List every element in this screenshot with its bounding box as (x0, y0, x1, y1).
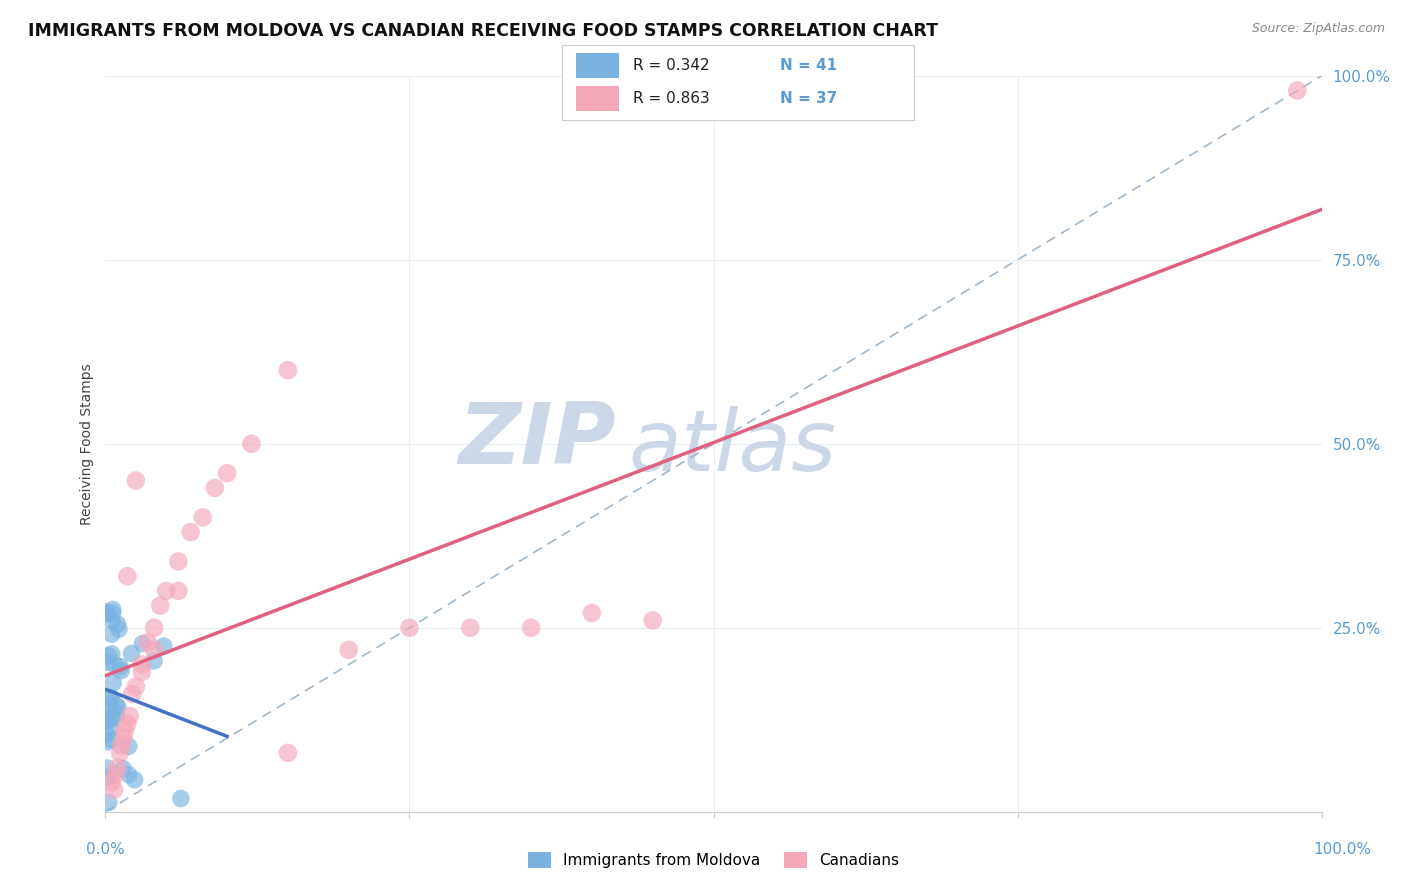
Point (101, 712, 124, 726)
Point (581, 606, 603, 620)
Point (96, 761, 118, 775)
Point (337, 642, 360, 657)
Point (101, 602, 124, 616)
Text: IMMIGRANTS FROM MOLDOVA VS CANADIAN RECEIVING FOOD STAMPS CORRELATION CHART: IMMIGRANTS FROM MOLDOVA VS CANADIAN RECE… (28, 22, 938, 40)
Point (458, 621, 481, 635)
Point (104, 768, 127, 782)
Point (217, 466, 239, 480)
Point (153, 639, 176, 653)
Point (100, 775, 122, 789)
Point (101, 732, 124, 747)
Point (97, 655, 120, 669)
Point (105, 707, 128, 722)
Point (125, 680, 148, 694)
Point (1286, 83, 1309, 97)
Point (131, 665, 153, 679)
Point (118, 739, 141, 754)
Point (143, 621, 166, 635)
Point (121, 647, 143, 661)
Point (143, 642, 166, 657)
Point (121, 687, 143, 701)
Point (101, 710, 124, 724)
Point (98, 698, 121, 713)
Point (520, 621, 543, 635)
Point (97, 648, 120, 663)
Point (118, 709, 141, 723)
Point (112, 762, 135, 776)
Point (108, 659, 131, 673)
Point (112, 731, 135, 746)
Bar (576, 87, 619, 112)
Point (100, 627, 122, 641)
Point (110, 739, 132, 753)
Point (105, 698, 128, 713)
Point (125, 474, 148, 488)
Point (108, 622, 131, 636)
Point (136, 635, 159, 649)
Point (96, 726, 118, 740)
Point (107, 700, 129, 714)
Point (97, 796, 120, 810)
Point (398, 621, 420, 635)
Point (641, 614, 664, 628)
Text: 100.0%: 100.0% (1313, 842, 1372, 856)
Bar (576, 53, 619, 78)
Point (97, 735, 120, 749)
Point (101, 606, 124, 620)
Point (124, 772, 146, 787)
Point (100, 690, 122, 705)
Text: R = 0.342: R = 0.342 (633, 58, 709, 73)
Text: R = 0.863: R = 0.863 (633, 91, 710, 106)
Point (167, 584, 190, 599)
Point (98, 691, 121, 706)
Point (96, 607, 118, 621)
Point (117, 716, 139, 731)
Legend: Immigrants from Moldova, Canadians: Immigrants from Moldova, Canadians (522, 846, 905, 874)
Point (96, 714, 118, 729)
Point (191, 510, 214, 524)
Point (101, 614, 124, 628)
Point (240, 436, 263, 450)
Point (107, 617, 129, 632)
Point (110, 664, 132, 678)
Text: N = 41: N = 41 (780, 58, 838, 73)
Point (96, 605, 118, 619)
Point (103, 676, 125, 690)
Y-axis label: Receiving Food Stamps: Receiving Food Stamps (80, 363, 94, 524)
Point (117, 569, 139, 583)
Text: atlas: atlas (628, 406, 837, 489)
Point (114, 723, 136, 738)
Point (131, 657, 153, 672)
Point (100, 647, 122, 661)
Point (180, 524, 202, 539)
Point (98, 703, 121, 717)
Point (100, 721, 122, 735)
Point (170, 791, 193, 805)
Point (167, 554, 190, 569)
Point (97, 770, 120, 784)
Point (155, 584, 177, 599)
Text: Source: ZipAtlas.com: Source: ZipAtlas.com (1251, 22, 1385, 36)
Text: ZIP: ZIP (458, 399, 616, 482)
Point (107, 760, 129, 774)
Point (108, 746, 131, 760)
Point (143, 654, 166, 668)
Point (204, 481, 226, 495)
Point (118, 768, 141, 782)
Point (277, 746, 299, 760)
Point (277, 363, 299, 377)
Point (103, 657, 125, 672)
Text: N = 37: N = 37 (780, 91, 838, 106)
Point (149, 599, 172, 613)
Text: 0.0%: 0.0% (86, 842, 125, 856)
Point (131, 636, 153, 650)
Point (103, 782, 125, 797)
